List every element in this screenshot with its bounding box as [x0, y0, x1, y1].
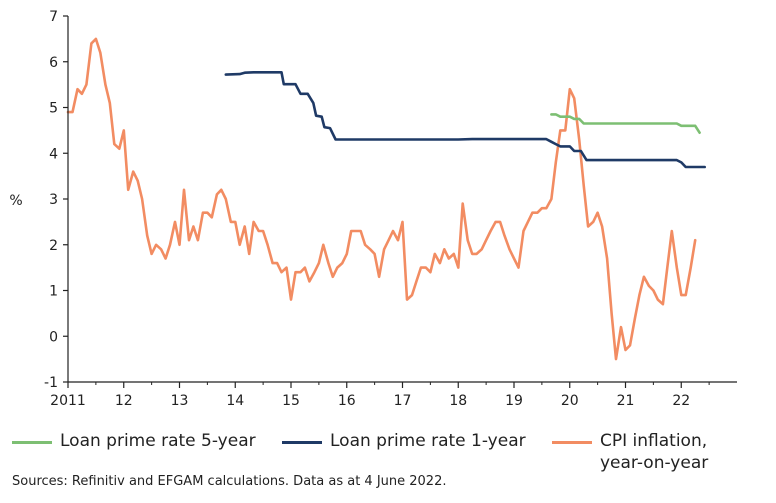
y-tick-label: 7	[49, 9, 58, 25]
y-tick-label: 4	[49, 146, 58, 162]
legend-swatch-lpr-5y	[12, 441, 52, 444]
y-tick-label: 3	[49, 192, 58, 208]
legend-label-lpr-1y: Loan prime rate 1-year	[330, 431, 526, 451]
x-tick-label: 17	[394, 393, 412, 409]
y-axis-ticks: -1 0 1 2 3 4 5 6 7	[44, 9, 68, 391]
legend-label-lpr-5y: Loan prime rate 5-year	[60, 431, 256, 451]
x-tick-label: 20	[561, 393, 579, 409]
x-tick-label: 12	[115, 393, 133, 409]
series-line-cpi	[66, 37, 697, 361]
legend-item-lpr-5y: Loan prime rate 5-year	[12, 430, 256, 452]
y-axis-label: %	[9, 193, 22, 209]
x-axis-ticks: 2011 12 13 14 15 16 17 18 19 20 21 22	[50, 382, 710, 409]
legend: Loan prime rate 5-year Loan prime rate 1…	[0, 424, 776, 474]
y-tick-label: -1	[44, 375, 58, 391]
legend-label-cpi: CPI inflation, year-on-year	[600, 431, 709, 473]
legend-swatch-cpi	[552, 441, 592, 444]
legend-swatch-lpr-1y	[282, 441, 322, 444]
y-tick-label: 1	[49, 284, 58, 300]
source-note: Sources: Refinitiv and EFGAM calculation…	[12, 474, 447, 489]
legend-item-cpi: CPI inflation, year-on-year	[552, 430, 708, 474]
series-lines	[66, 37, 706, 361]
x-tick-label: 13	[171, 393, 189, 409]
series-line-lpr-1y	[224, 71, 706, 169]
y-tick-label: 2	[49, 238, 58, 254]
series-line-lpr-5y	[550, 113, 701, 134]
y-tick-label: 5	[49, 101, 58, 117]
x-tick-label: 22	[672, 393, 690, 409]
x-tick-label: 15	[282, 393, 300, 409]
x-tick-label: 14	[226, 393, 244, 409]
x-tick-label: 2011	[50, 393, 86, 409]
x-tick-label: 19	[505, 393, 523, 409]
x-tick-label: 18	[449, 393, 467, 409]
y-tick-label: 0	[49, 329, 58, 345]
x-tick-label: 16	[338, 393, 356, 409]
legend-item-lpr-1y: Loan prime rate 1-year	[282, 430, 526, 452]
x-tick-label: 21	[617, 393, 635, 409]
y-tick-label: 6	[49, 55, 58, 71]
